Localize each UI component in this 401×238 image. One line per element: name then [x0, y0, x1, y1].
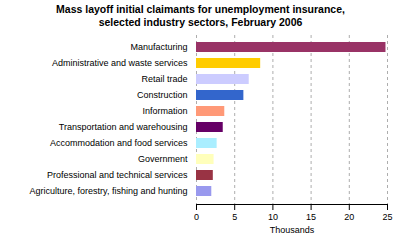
svg-text:Accommodation and food service: Accommodation and food services	[50, 138, 188, 148]
svg-text:Administrative and waste servi: Administrative and waste services	[52, 58, 188, 68]
svg-text:Government: Government	[138, 154, 188, 164]
svg-text:Transportation and warehousing: Transportation and warehousing	[59, 122, 188, 132]
svg-text:Thousands: Thousands	[270, 225, 315, 235]
svg-text:Retail trade: Retail trade	[141, 74, 187, 84]
svg-text:5: 5	[232, 212, 237, 222]
svg-text:20: 20	[344, 212, 354, 222]
svg-text:Construction: Construction	[137, 90, 188, 100]
svg-text:Agriculture, forestry, fishing: Agriculture, forestry, fishing and hunti…	[30, 186, 188, 196]
svg-text:10: 10	[268, 212, 278, 222]
html-text:Mass layoff initial claimants: Mass layoff initial claimants for unempl…	[56, 3, 345, 28]
svg-text:0: 0	[194, 212, 199, 222]
svg-text:15: 15	[306, 212, 316, 222]
svg-text:25: 25	[382, 212, 392, 222]
svg-text:Manufacturing: Manufacturing	[130, 42, 187, 52]
svg-text:Information: Information	[142, 106, 187, 116]
svg-text:Professional and technical ser: Professional and technical services	[47, 170, 188, 180]
